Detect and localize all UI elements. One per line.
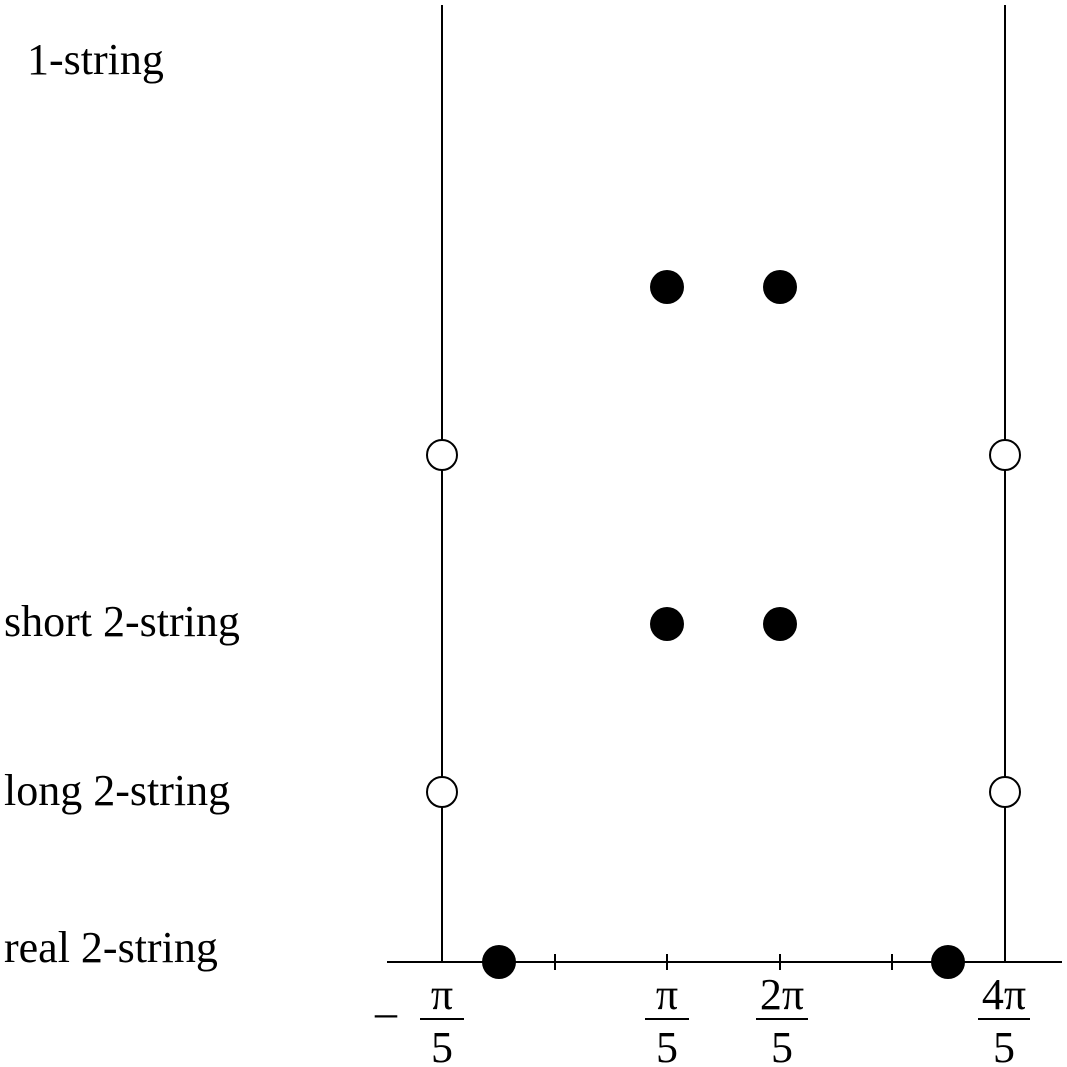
filled-circle-marker (931, 945, 965, 979)
tick-label-numerator: π (431, 970, 453, 1019)
filled-circle-marker (763, 607, 797, 641)
filled-circle-marker (650, 607, 684, 641)
filled-circle-marker (763, 270, 797, 304)
open-circle-marker (426, 776, 458, 808)
row-label-long-2-string: long 2-string (4, 766, 230, 815)
open-circle-marker (426, 439, 458, 471)
tick-label-numerator: 4π (982, 970, 1026, 1019)
tick-label-numerator: 2π (760, 970, 804, 1019)
filled-circle-marker (650, 270, 684, 304)
row-label-real-2-string: real 2-string (4, 923, 218, 972)
row-label-short-2-string: short 2-string (4, 597, 240, 646)
tick-label-denominator: 5 (431, 1023, 453, 1067)
tick-label-denominator: 5 (771, 1023, 793, 1067)
row-label-1-string: 1-string (27, 35, 164, 84)
open-circle-marker (989, 439, 1021, 471)
tick-label-denominator: 5 (656, 1023, 678, 1067)
tick-label-sign: – (374, 988, 398, 1037)
tick-label-denominator: 5 (993, 1023, 1015, 1067)
filled-circle-marker (482, 945, 516, 979)
open-circle-marker (989, 776, 1021, 808)
tick-label-numerator: π (656, 970, 678, 1019)
